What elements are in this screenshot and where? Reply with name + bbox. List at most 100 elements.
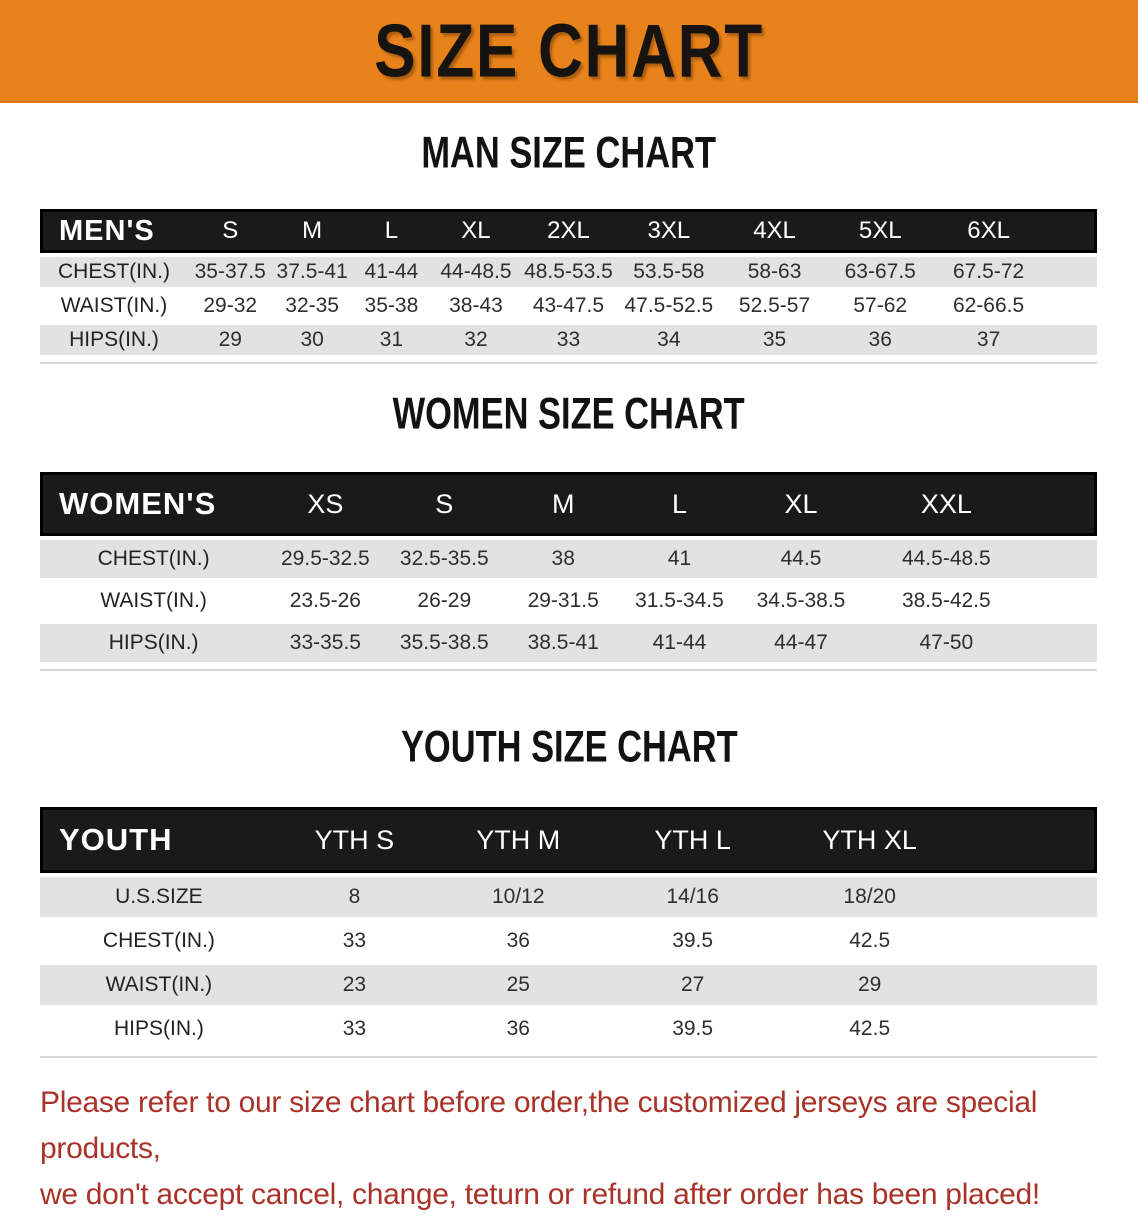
men-table-underline [40, 362, 1097, 364]
row-label: HIPS(IN.) [40, 624, 268, 662]
size-value-cell: 38-43 [431, 291, 521, 321]
men-size-table: MEN'S S M L XL 2XL 3XL 4XL 5XL 6XL CHEST… [40, 205, 1097, 359]
row-label: WAIST(IN.) [40, 965, 278, 1005]
size-value-cell: 32.5-35.5 [383, 540, 506, 578]
size-value-cell: 35-38 [351, 291, 432, 321]
size-value-cell: 53.5-58 [616, 257, 722, 287]
size-value-cell: 37.5-41 [272, 257, 352, 287]
size-value-cell: 8 [277, 877, 432, 917]
spacer-cell [1044, 325, 1097, 355]
column-header-6xl: 6XL [933, 209, 1045, 253]
column-header-3xl: 3XL [616, 209, 722, 253]
spacer-cell [1028, 540, 1097, 578]
women-header-row: WOMEN'S XS S M L XL XXL [40, 472, 1097, 536]
spacer-cell [959, 965, 1097, 1005]
size-value-cell: 36 [827, 325, 934, 355]
spacer-cell [1044, 257, 1097, 287]
size-value-cell: 23.5-26 [267, 582, 384, 620]
men-header-row: MEN'S S M L XL 2XL 3XL 4XL 5XL 6XL [40, 209, 1097, 253]
size-value-cell: 36 [431, 1009, 606, 1049]
column-header-yth-xl: YTH XL [779, 807, 960, 873]
size-value-cell: 31 [351, 325, 432, 355]
size-value-cell: 41-44 [351, 257, 432, 287]
column-header-spacer [1044, 209, 1097, 253]
size-value-cell: 57-62 [827, 291, 934, 321]
youth-size-table: YOUTH YTH S YTH M YTH L YTH XL U.S.SIZE … [40, 803, 1097, 1053]
row-label: U.S.SIZE [40, 877, 278, 917]
spacer-cell [959, 1009, 1097, 1049]
column-header-xl: XL [431, 209, 521, 253]
size-value-cell: 25 [431, 965, 606, 1005]
size-value-cell: 29.5-32.5 [267, 540, 384, 578]
row-label: CHEST(IN.) [40, 257, 188, 287]
column-header-l: L [351, 209, 432, 253]
column-header-4xl: 4XL [721, 209, 828, 253]
women-chest-row: CHEST(IN.) 29.5-32.5 32.5-35.5 38 41 44.… [40, 540, 1097, 578]
size-value-cell: 52.5-57 [721, 291, 828, 321]
size-value-cell: 34 [616, 325, 722, 355]
size-value-cell: 33 [520, 325, 617, 355]
youth-section-title-text: YOUTH SIZE CHART [400, 721, 738, 772]
size-value-cell: 14/16 [605, 877, 780, 917]
size-value-cell: 32-35 [272, 291, 352, 321]
women-section-title-text: WOMEN SIZE CHART [392, 388, 746, 439]
size-chart-banner: SIZE CHART [0, 0, 1138, 103]
youth-table-label: YOUTH [40, 807, 278, 873]
size-value-cell: 43-47.5 [520, 291, 617, 321]
men-section-title: MAN SIZE CHART [0, 128, 1138, 187]
disclaimer-line-1: Please refer to our size chart before or… [40, 1086, 1038, 1165]
size-value-cell: 44-47 [737, 624, 865, 662]
column-header-xxl: XXL [864, 472, 1029, 536]
size-value-cell: 63-67.5 [827, 257, 934, 287]
size-value-cell: 35 [721, 325, 828, 355]
spacer-cell [959, 877, 1097, 917]
column-header-l: L [621, 472, 738, 536]
size-value-cell: 39.5 [605, 1009, 780, 1049]
size-value-cell: 29-31.5 [505, 582, 622, 620]
size-value-cell: 47.5-52.5 [616, 291, 722, 321]
men-waist-row: WAIST(IN.) 29-32 32-35 35-38 38-43 43-47… [40, 291, 1097, 321]
spacer-cell [1028, 582, 1097, 620]
youth-ussize-row: U.S.SIZE 8 10/12 14/16 18/20 [40, 877, 1097, 917]
size-value-cell: 42.5 [779, 921, 960, 961]
size-value-cell: 27 [605, 965, 780, 1005]
youth-header-row: YOUTH YTH S YTH M YTH L YTH XL [40, 807, 1097, 873]
men-chest-row: CHEST(IN.) 35-37.5 37.5-41 41-44 44-48.5… [40, 257, 1097, 287]
size-value-cell: 32 [431, 325, 521, 355]
column-header-s: S [187, 209, 273, 253]
size-value-cell: 44.5-48.5 [864, 540, 1029, 578]
row-label: CHEST(IN.) [40, 921, 278, 961]
row-label: WAIST(IN.) [40, 582, 268, 620]
women-hips-row: HIPS(IN.) 33-35.5 35.5-38.5 38.5-41 41-4… [40, 624, 1097, 662]
spacer-cell [959, 921, 1097, 961]
spacer-cell [1028, 624, 1097, 662]
row-label: HIPS(IN.) [40, 1009, 278, 1049]
column-header-spacer [1028, 472, 1097, 536]
men-hips-row: HIPS(IN.) 29 30 31 32 33 34 35 36 37 [40, 325, 1097, 355]
column-header-s: S [383, 472, 506, 536]
spacer-cell [1044, 291, 1097, 321]
women-waist-row: WAIST(IN.) 23.5-26 26-29 29-31.5 31.5-34… [40, 582, 1097, 620]
disclaimer-text: Please refer to our size chart before or… [40, 1080, 1105, 1218]
size-value-cell: 29-32 [187, 291, 273, 321]
row-label: HIPS(IN.) [40, 325, 188, 355]
column-header-m: M [505, 472, 622, 536]
size-value-cell: 48.5-53.5 [520, 257, 617, 287]
size-value-cell: 30 [272, 325, 352, 355]
column-header-xs: XS [267, 472, 384, 536]
size-value-cell: 18/20 [779, 877, 960, 917]
size-value-cell: 35-37.5 [187, 257, 273, 287]
women-table-underline [40, 669, 1097, 671]
row-label: CHEST(IN.) [40, 540, 268, 578]
size-value-cell: 58-63 [721, 257, 828, 287]
women-section-title: WOMEN SIZE CHART [0, 388, 1138, 448]
youth-hips-row: HIPS(IN.) 33 36 39.5 42.5 [40, 1009, 1097, 1049]
size-value-cell: 44-48.5 [431, 257, 521, 287]
size-value-cell: 33-35.5 [267, 624, 384, 662]
size-value-cell: 41-44 [621, 624, 738, 662]
youth-section-title: YOUTH SIZE CHART [0, 721, 1138, 781]
row-label: WAIST(IN.) [40, 291, 188, 321]
column-header-2xl: 2XL [520, 209, 617, 253]
size-value-cell: 41 [621, 540, 738, 578]
disclaimer-line-2: we don't accept cancel, change, teturn o… [40, 1178, 1040, 1211]
